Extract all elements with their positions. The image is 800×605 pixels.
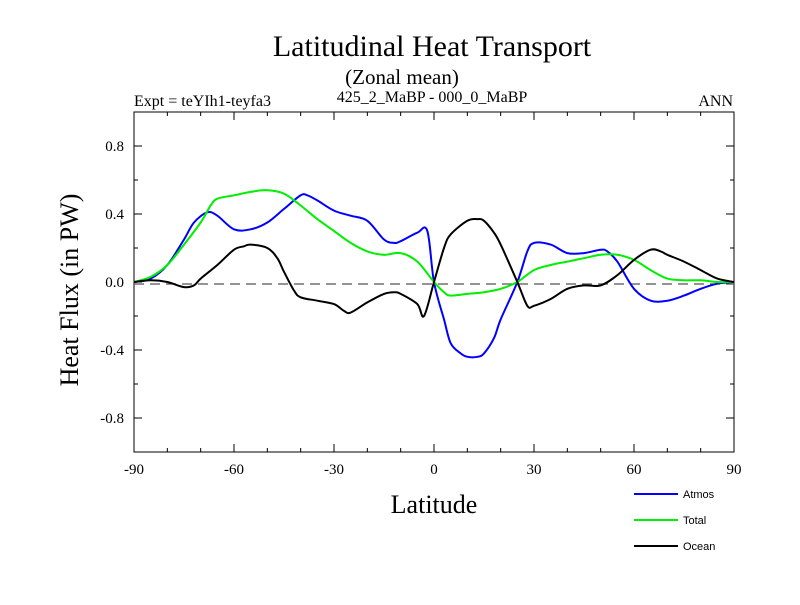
x-tick-label: -60 [224,462,244,478]
x-tick-label: 90 [727,462,742,478]
chart-subtitle: (Zonal mean) [345,65,459,89]
x-tick-label: 60 [627,462,642,478]
legend-label-ocean: Ocean [683,541,715,553]
y-tick-label: 0.8 [105,139,124,155]
series-lines [133,189,735,359]
legend: Atmos Total Ocean [634,489,715,553]
legend-label-total: Total [683,515,706,527]
y-tick-label: -0.4 [100,343,124,359]
y-tick-label: 0.4 [105,207,124,223]
experiment-label: Expt = teYIh1-teyfa3 [134,93,271,110]
y-axis-label: Heat Flux (in PW) [55,194,84,387]
x-axis-ticks: -90 -60 -30 0 30 60 90 [124,112,742,478]
series-line-atmos [133,193,735,359]
x-tick-label: -90 [124,462,144,478]
y-axis-ticks: -0.8 -0.4 0.0 0.4 0.8 [100,111,734,453]
x-tick-label: 30 [527,462,542,478]
legend-label-atmos: Atmos [683,489,715,501]
y-tick-label: -0.8 [100,411,124,427]
x-tick-label: -30 [324,462,344,478]
x-axis-label: Latitude [391,490,478,519]
y-tick-label: 0.0 [105,275,124,291]
x-tick-label: 0 [430,462,438,478]
period-label: 425_2_MaBP - 000_0_MaBP [337,89,528,106]
chart-title: Latitudinal Heat Transport [273,30,592,63]
series-line-ocean [133,217,735,318]
season-label: ANN [698,93,733,110]
